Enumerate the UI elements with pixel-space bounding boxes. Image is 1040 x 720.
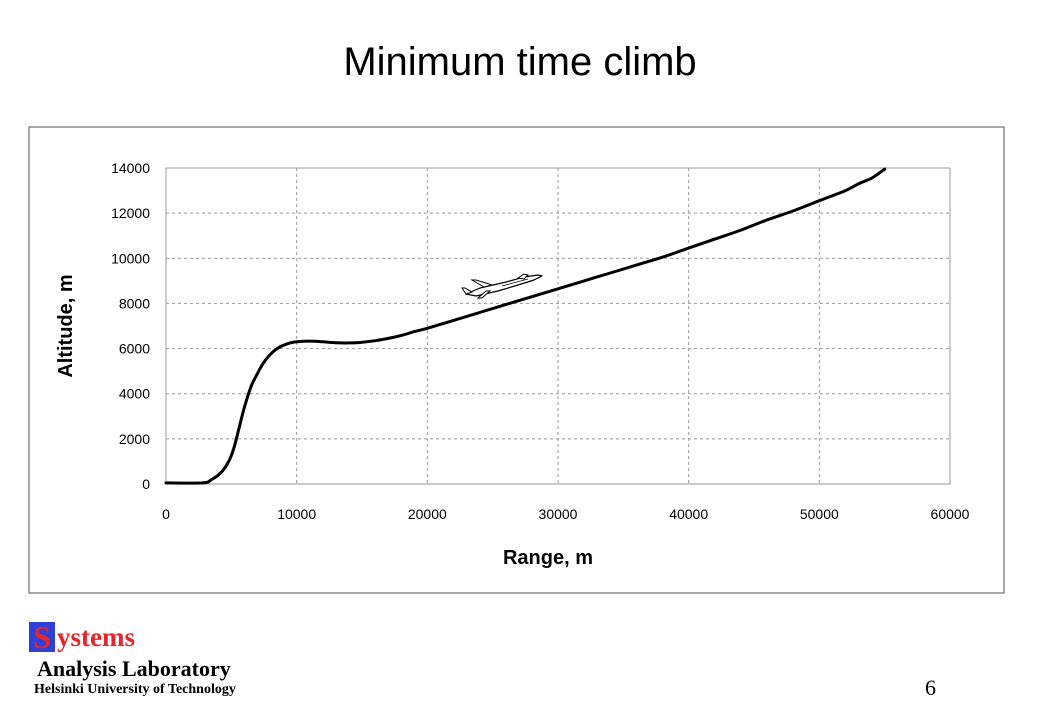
x-tick-label: 20000 [408, 506, 447, 522]
logo-initial: S [29, 621, 55, 653]
chart-frame [28, 126, 1005, 594]
university-name: Helsinki University of Technology [34, 682, 236, 697]
page-number: 6 [925, 675, 936, 700]
x-tick-label: 50000 [800, 506, 839, 522]
y-tick-label: 4000 [119, 386, 150, 402]
y-tick-label: 0 [142, 476, 150, 492]
y-tick-label: 14000 [111, 160, 150, 176]
jet-aircraft-icon [461, 273, 543, 299]
x-gridlines [296, 168, 820, 484]
chart: 0 10000 20000 30000 40000 50000 60000 0 2000 400… [28, 126, 1005, 594]
y-tick-label: 2000 [119, 431, 150, 447]
x-tick-label: 0 [162, 506, 170, 522]
x-tick-labels: 0 10000 20000 30000 40000 50000 60000 [162, 506, 970, 522]
y-gridlines [166, 212, 950, 440]
lab-name: Analysis Laboratory [37, 656, 231, 681]
y-tick-label: 10000 [111, 250, 150, 266]
y-tick-label: 8000 [119, 295, 150, 311]
x-tick-label: 40000 [669, 506, 708, 522]
series-line-altitude [164, 167, 887, 485]
x-tick-label: 10000 [277, 506, 316, 522]
x-tick-label: 30000 [539, 506, 578, 522]
x-tick-label: 60000 [931, 506, 970, 522]
y-axis-title: Altitude, m [55, 274, 77, 377]
y-tick-label: 12000 [111, 205, 150, 221]
logo-text: ystems [57, 622, 135, 652]
slide-title: Minimum time climb [343, 40, 697, 84]
y-tick-label: 6000 [119, 341, 150, 357]
footer-gradient-bar-placeholder [162, 630, 1024, 648]
x-axis-title: Range, m [503, 547, 593, 569]
y-tick-labels: 0 2000 4000 6000 8000 10000 12000 14000 [111, 160, 150, 492]
